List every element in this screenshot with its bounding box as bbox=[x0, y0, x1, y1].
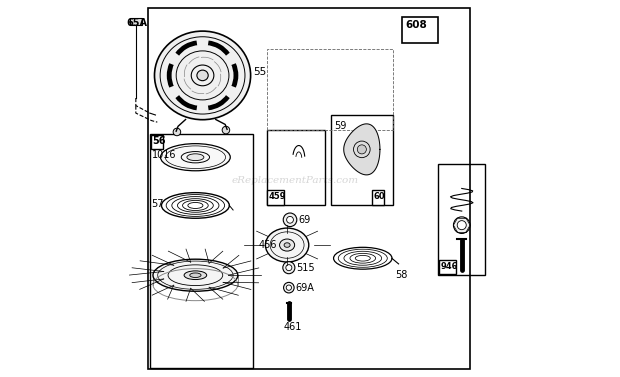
Text: 69: 69 bbox=[298, 215, 311, 225]
Ellipse shape bbox=[161, 144, 230, 171]
Bar bbox=[151, 135, 162, 149]
Polygon shape bbox=[343, 124, 380, 175]
Bar bbox=[130, 18, 142, 25]
Circle shape bbox=[283, 262, 295, 274]
Circle shape bbox=[457, 221, 466, 230]
Circle shape bbox=[286, 216, 293, 223]
Ellipse shape bbox=[154, 31, 250, 120]
Circle shape bbox=[222, 126, 229, 134]
Ellipse shape bbox=[184, 271, 206, 280]
Text: 58: 58 bbox=[395, 270, 407, 280]
Circle shape bbox=[283, 282, 294, 293]
Bar bbox=[267, 49, 393, 130]
Bar bbox=[372, 190, 384, 205]
Text: eReplacementParts.com: eReplacementParts.com bbox=[231, 176, 358, 185]
Ellipse shape bbox=[284, 243, 290, 247]
Text: 65A: 65A bbox=[126, 18, 147, 28]
Ellipse shape bbox=[197, 70, 208, 81]
Ellipse shape bbox=[280, 239, 294, 251]
Bar bbox=[402, 17, 438, 43]
Ellipse shape bbox=[265, 228, 309, 262]
Bar bbox=[150, 134, 254, 368]
Circle shape bbox=[286, 285, 291, 290]
Text: 608: 608 bbox=[405, 20, 427, 30]
Text: 56: 56 bbox=[152, 136, 166, 147]
Text: 515: 515 bbox=[296, 263, 315, 273]
Text: 57: 57 bbox=[152, 199, 164, 208]
Bar bbox=[267, 130, 325, 205]
Bar bbox=[439, 260, 456, 274]
Circle shape bbox=[286, 265, 292, 271]
Ellipse shape bbox=[187, 154, 204, 161]
Ellipse shape bbox=[153, 259, 238, 291]
Text: 456: 456 bbox=[259, 240, 277, 250]
Bar bbox=[330, 115, 393, 205]
Bar bbox=[148, 8, 470, 369]
Text: 55: 55 bbox=[254, 67, 267, 77]
Text: 59: 59 bbox=[335, 121, 347, 131]
Bar bbox=[267, 190, 284, 205]
Text: 459: 459 bbox=[269, 192, 286, 201]
Text: 60: 60 bbox=[374, 192, 386, 201]
Text: 461: 461 bbox=[283, 322, 301, 332]
Text: 69A: 69A bbox=[296, 283, 314, 293]
Circle shape bbox=[173, 128, 180, 136]
Text: 946: 946 bbox=[440, 262, 458, 271]
Bar bbox=[438, 164, 485, 275]
Circle shape bbox=[453, 217, 470, 233]
Circle shape bbox=[283, 213, 297, 227]
Ellipse shape bbox=[190, 273, 201, 277]
Text: 1016: 1016 bbox=[152, 150, 176, 160]
Circle shape bbox=[357, 145, 366, 154]
